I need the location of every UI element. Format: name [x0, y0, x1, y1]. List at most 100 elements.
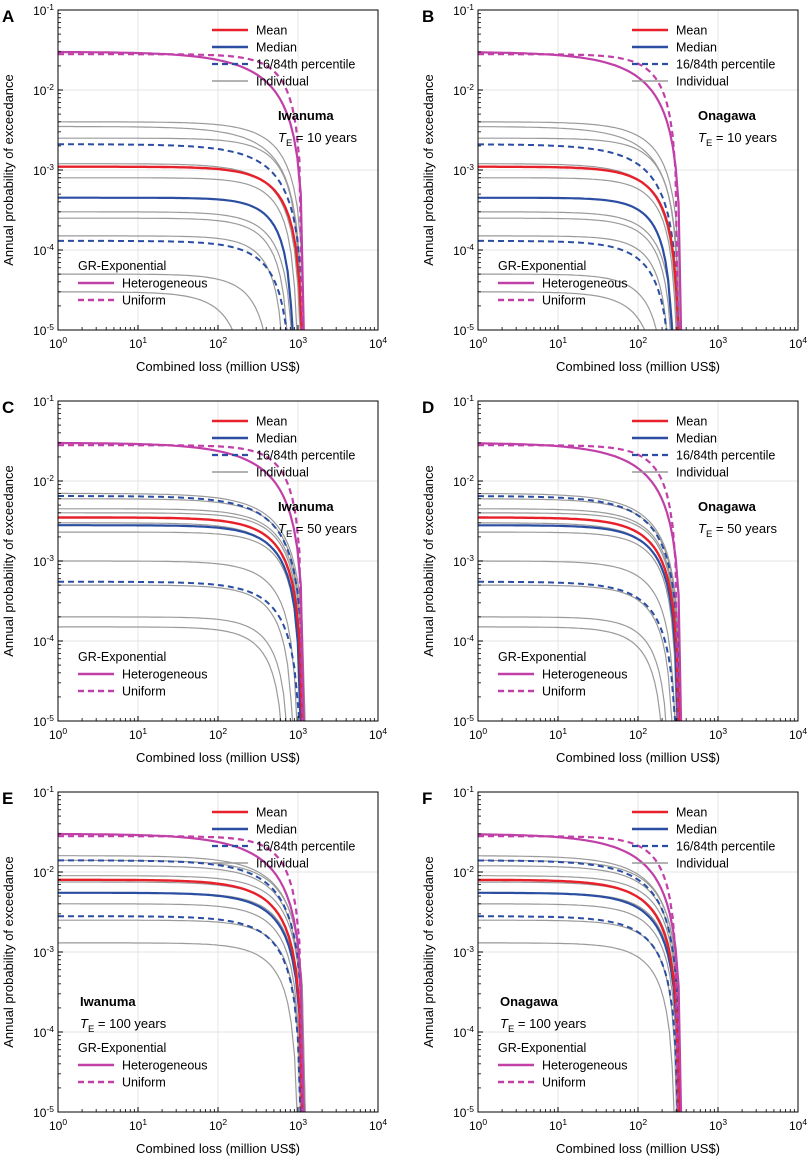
y-tick-label: 10-2 — [33, 864, 54, 880]
legend-top: Mean Median 16/84th percentile Individual — [212, 24, 355, 89]
site-name: Onagawa — [698, 499, 757, 514]
panel-label: C — [2, 398, 14, 417]
individual-curve — [58, 273, 264, 330]
x-tick-label: 102 — [209, 1117, 227, 1133]
percentile-84-curve — [478, 239, 668, 330]
site-annotation: Iwanuma TE = 10 years — [278, 108, 357, 149]
legend-mean-label: Mean — [676, 24, 707, 38]
legend-bottom: GR-Exponential Heterogeneous Uniform — [498, 259, 627, 308]
plot-area — [58, 832, 306, 1112]
individual-curve — [478, 875, 681, 1112]
legend-individual-label: Individual — [256, 75, 309, 89]
site-annotation: Onagawa TE = 100 years — [500, 994, 587, 1035]
y-tick-label: 10-2 — [453, 864, 474, 880]
legend-median-label: Median — [676, 432, 717, 446]
percentile-16-curve — [58, 143, 305, 330]
legend-gr-title: GR-Exponential — [78, 650, 166, 664]
individual-curve — [478, 855, 682, 1112]
individual-curve — [478, 892, 680, 1112]
individual-curve — [478, 508, 681, 721]
site-name: Onagawa — [698, 108, 757, 123]
y-tick-label: 10-4 — [453, 242, 474, 258]
legend-individual-label: Individual — [676, 857, 729, 871]
site-annotation: Onagawa TE = 10 years — [698, 108, 777, 149]
legend-individual-label: Individual — [256, 857, 309, 871]
individual-curve — [58, 512, 303, 721]
x-tick-label: 101 — [129, 1117, 147, 1133]
legend-mean-label: Mean — [676, 415, 707, 429]
x-tick-label: 101 — [129, 726, 147, 742]
individual-curve — [58, 903, 302, 1112]
legend-mean-label: Mean — [256, 24, 287, 38]
legend-heterogeneous-label: Heterogeneous — [542, 1059, 627, 1073]
individual-curve — [58, 942, 298, 1112]
x-tick-label: 101 — [549, 335, 567, 351]
y-tick-label: 10-3 — [33, 162, 54, 178]
legend-percentile-label: 16/84th percentile — [676, 840, 775, 854]
site-annotation: Iwanuma TE = 50 years — [278, 499, 357, 540]
mean-curve — [58, 165, 303, 330]
grid — [478, 401, 798, 721]
x-axis-label: Combined loss (million US$) — [136, 359, 300, 374]
y-tick-label: 10-3 — [453, 944, 474, 960]
x-axis-label: Combined loss (million US$) — [556, 750, 720, 765]
legend-gr-title: GR-Exponential — [78, 1041, 166, 1055]
y-tick-label: 10-4 — [33, 1024, 54, 1040]
y-tick-label: 10-1 — [33, 784, 54, 800]
individual-curve — [478, 273, 657, 330]
legend-bottom: GR-Exponential Heterogeneous Uniform — [78, 650, 207, 699]
legend-uniform-label: Uniform — [122, 685, 166, 699]
percentile-84-curve — [58, 239, 288, 330]
mean-curve — [58, 516, 304, 721]
x-tick-label: 103 — [289, 726, 307, 742]
individual-curve — [478, 211, 674, 330]
heterogeneous-curve — [478, 51, 683, 330]
x-tick-label: 101 — [129, 335, 147, 351]
percentile-84-curve — [58, 580, 301, 721]
y-axis-label: Annual probability of exceedance — [421, 856, 436, 1048]
mean-curve — [478, 878, 681, 1112]
median-curve — [478, 524, 679, 721]
legend-mean-label: Mean — [256, 806, 287, 820]
individual-curve — [58, 498, 305, 721]
individual-curve — [478, 584, 673, 721]
site-name: Iwanuma — [278, 499, 334, 514]
legend-individual-label: Individual — [676, 75, 729, 89]
percentile-16-curve — [58, 495, 305, 721]
individual-curve — [478, 217, 671, 330]
legend-percentile-label: 16/84th percentile — [256, 58, 355, 72]
x-tick-label: 103 — [709, 335, 727, 351]
site-name: Iwanuma — [80, 994, 136, 1009]
y-tick-label: 10-3 — [453, 553, 474, 569]
individual-curve — [478, 126, 681, 330]
individual-curve — [478, 903, 679, 1112]
x-tick-label: 103 — [709, 726, 727, 742]
median-curve — [58, 891, 304, 1112]
legend-top: Mean Median 16/84th percentile Individual — [212, 415, 355, 480]
x-tick-label: 103 — [709, 1117, 727, 1133]
heterogeneous-curve — [478, 442, 683, 721]
site-name: Iwanuma — [278, 108, 334, 123]
x-tick-label: 104 — [369, 726, 387, 742]
individual-curve — [58, 492, 306, 721]
plot-area — [478, 833, 683, 1112]
legend-individual-label: Individual — [676, 466, 729, 480]
legend-heterogeneous-label: Heterogeneous — [122, 1059, 207, 1073]
legend-median-label: Median — [256, 432, 297, 446]
y-tick-label: 10-5 — [33, 713, 54, 729]
median-curve — [58, 524, 302, 721]
y-tick-label: 10-3 — [33, 944, 54, 960]
legend-uniform-label: Uniform — [122, 294, 166, 308]
individual-curve — [58, 560, 298, 721]
mean-curve — [478, 165, 680, 330]
individual-curve — [58, 291, 234, 330]
x-tick-label: 103 — [289, 1117, 307, 1133]
legend-gr-title: GR-Exponential — [498, 1041, 586, 1055]
ticks — [57, 400, 379, 722]
heterogeneous-curve — [58, 832, 305, 1112]
legend-heterogeneous-label: Heterogeneous — [122, 668, 207, 682]
individual-curve — [58, 508, 305, 721]
x-tick-label: 102 — [209, 726, 227, 742]
x-tick-label: 104 — [369, 1117, 387, 1133]
x-tick-label: 101 — [549, 1117, 567, 1133]
